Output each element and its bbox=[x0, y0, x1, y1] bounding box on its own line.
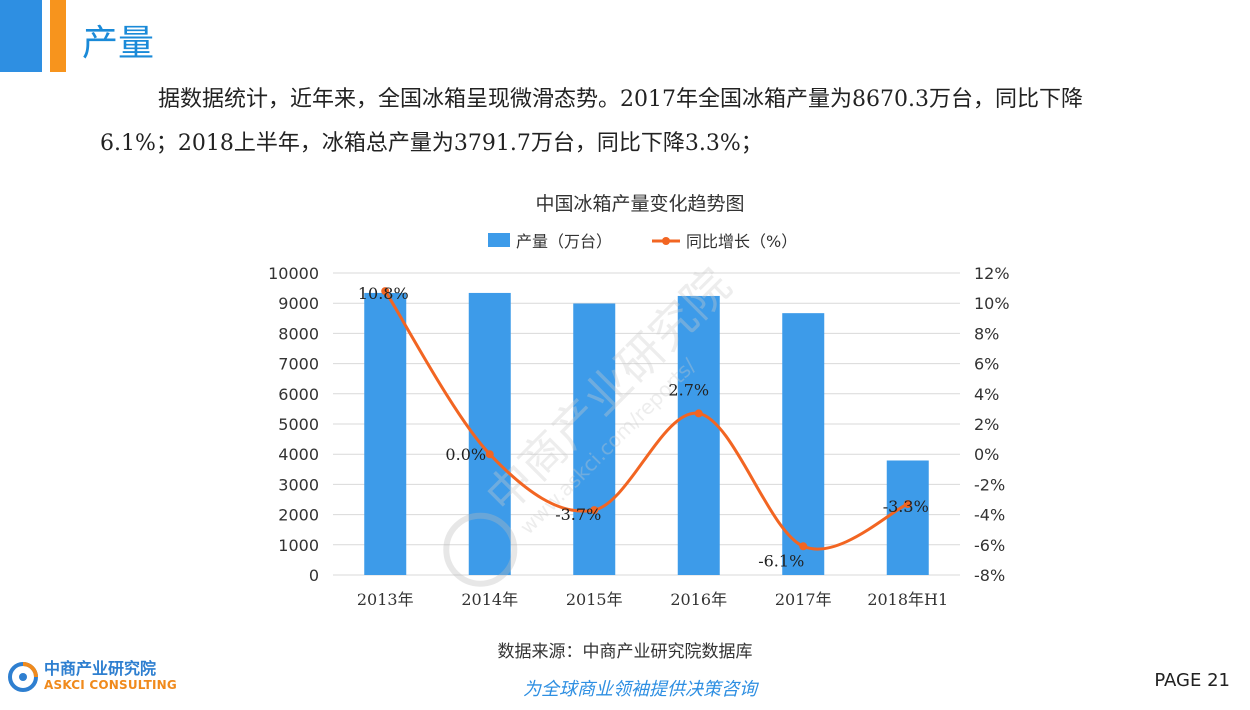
growth-data-label: -3.3% bbox=[883, 497, 929, 516]
growth-data-label: -3.7% bbox=[555, 505, 601, 524]
growth-point bbox=[485, 450, 494, 459]
growth-point bbox=[799, 542, 808, 551]
y-right-tick-label: 8% bbox=[974, 324, 999, 343]
y-right-tick-label: 4% bbox=[974, 385, 999, 404]
y-left-tick-label: 0 bbox=[309, 566, 319, 585]
y-right-tick-label: -4% bbox=[974, 506, 1005, 525]
growth-data-label: 0.0% bbox=[445, 445, 486, 464]
growth-point bbox=[381, 287, 390, 296]
page-number: PAGE 21 bbox=[1154, 670, 1230, 691]
x-tick-label: 2018年H1 bbox=[867, 590, 948, 609]
growth-data-label: 2.7% bbox=[668, 380, 709, 399]
y-left-tick-label: 3000 bbox=[278, 475, 319, 494]
company-logo: 中商产业研究院 ASKCI CONSULTING bbox=[8, 657, 177, 697]
bar bbox=[573, 303, 616, 575]
logo-name-en: ASKCI CONSULTING bbox=[44, 678, 177, 692]
y-left-tick-label: 7000 bbox=[278, 355, 319, 374]
chart-axes: 0 1000 2000 3000 4000 5000 6000 7000 8000 9000 100… bbox=[268, 264, 1009, 609]
chart-title: 中国冰箱产量变化趋势图 bbox=[535, 193, 744, 215]
bar-series bbox=[364, 292, 929, 575]
bar bbox=[364, 292, 407, 575]
y-right-tick-label: 12% bbox=[974, 264, 1010, 283]
legend-line-label: 同比增长（%） bbox=[686, 232, 797, 251]
y-left-tick-label: 1000 bbox=[278, 536, 319, 555]
header-accent-orange bbox=[50, 0, 66, 72]
watermark-logo-icon bbox=[443, 512, 518, 587]
chart-legend: 产量（万台） 同比增长（%） bbox=[488, 232, 797, 251]
growth-data-label: -6.1% bbox=[758, 551, 804, 570]
y-left-tick-label: 4000 bbox=[278, 445, 319, 464]
page-title: 产量 bbox=[82, 23, 155, 64]
y-right-tick-label: 2% bbox=[974, 415, 999, 434]
logo-icon bbox=[8, 662, 38, 692]
header-accent-blue bbox=[0, 0, 42, 72]
x-tick-label: 2013年 bbox=[357, 590, 414, 609]
logo-name-cn: 中商产业研究院 bbox=[44, 659, 157, 678]
data-source: 数据来源：中商产业研究院数据库 bbox=[497, 642, 753, 662]
y-right-tick-label: 6% bbox=[974, 355, 999, 374]
bar bbox=[886, 460, 929, 575]
y-right-tick-label: -2% bbox=[974, 475, 1005, 494]
growth-point bbox=[694, 409, 703, 418]
y-left-tick-label: 6000 bbox=[278, 385, 319, 404]
y-right-tick-label: -6% bbox=[974, 536, 1005, 555]
legend-bar-swatch bbox=[488, 233, 510, 247]
slogan: 为全球商业领袖提供决策咨询 bbox=[523, 679, 757, 700]
bar bbox=[782, 313, 825, 575]
growth-data-label: 10.8% bbox=[358, 284, 409, 303]
y-right-tick-label: 10% bbox=[974, 294, 1010, 313]
y-left-tick-label: 8000 bbox=[278, 324, 319, 343]
line-series: 10.8% 0.0% -3.7% 2.7% -6.1% -3.3% bbox=[358, 284, 929, 570]
y-left-tick-label: 10000 bbox=[268, 264, 319, 283]
intro-paragraph: 据数据统计，近年来，全国冰箱呈现微滑态势。2017年全国冰箱产量为8670.3万… bbox=[100, 87, 1083, 156]
y-left-tick-label: 9000 bbox=[278, 294, 319, 313]
bar bbox=[677, 295, 720, 575]
y-right-tick-label: -8% bbox=[974, 566, 1005, 585]
y-left-tick-label: 5000 bbox=[278, 415, 319, 434]
x-tick-label: 2015年 bbox=[566, 590, 623, 609]
y-right-tick-label: 0% bbox=[974, 445, 999, 464]
x-tick-label: 2016年 bbox=[670, 590, 727, 609]
x-tick-label: 2014年 bbox=[461, 590, 518, 609]
bar bbox=[468, 292, 511, 575]
y-left-tick-label: 2000 bbox=[278, 506, 319, 525]
growth-point bbox=[590, 506, 599, 515]
legend-line-marker bbox=[662, 237, 670, 245]
growth-point bbox=[903, 500, 912, 509]
x-tick-label: 2017年 bbox=[775, 590, 832, 609]
chart-grid bbox=[333, 272, 960, 576]
legend-bar-label: 产量（万台） bbox=[516, 232, 612, 251]
